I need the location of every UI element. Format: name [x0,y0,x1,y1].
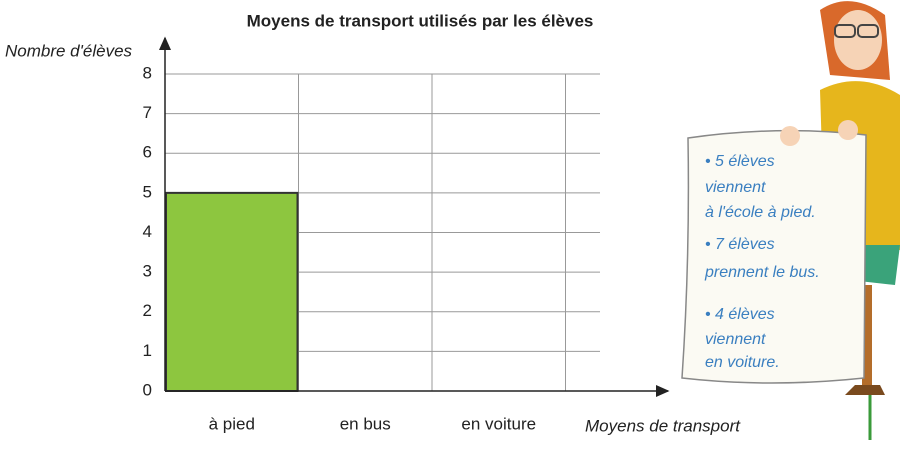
note-text: viennent [705,179,766,196]
y-tick-label: 7 [143,103,152,122]
chart-title: Moyens de transport utilisés par les élè… [247,11,594,30]
note-text: à l'école à pied. [705,204,816,221]
y-tick-label: 3 [143,262,152,281]
y-tick-label: 4 [143,222,152,241]
y-tick-label: 0 [143,380,152,399]
note-text: en voiture. [705,354,780,371]
y-tick-label: 2 [143,301,152,320]
y-axis-label: Nombre d'élèves [5,41,133,60]
note-text: viennent [705,331,766,348]
y-tick-label: 5 [143,182,152,201]
note-text: • 7 élèves [705,236,775,253]
bar [166,193,298,391]
y-tick-label: 6 [143,143,152,162]
note-text: • 4 élèves [705,306,775,323]
y-tick-label: 1 [143,341,152,360]
y-tick-label: 8 [143,63,152,82]
note-text: • 5 élèves [705,153,775,170]
x-axis-label: Moyens de transport [585,416,741,435]
note-text: prennent le bus. [704,264,820,281]
chart: Moyens de transport utilisés par les élè… [0,0,905,450]
x-tick-label: à pied [209,414,255,433]
x-tick-label: en bus [340,414,391,433]
x-tick-label: en voiture [461,414,536,433]
